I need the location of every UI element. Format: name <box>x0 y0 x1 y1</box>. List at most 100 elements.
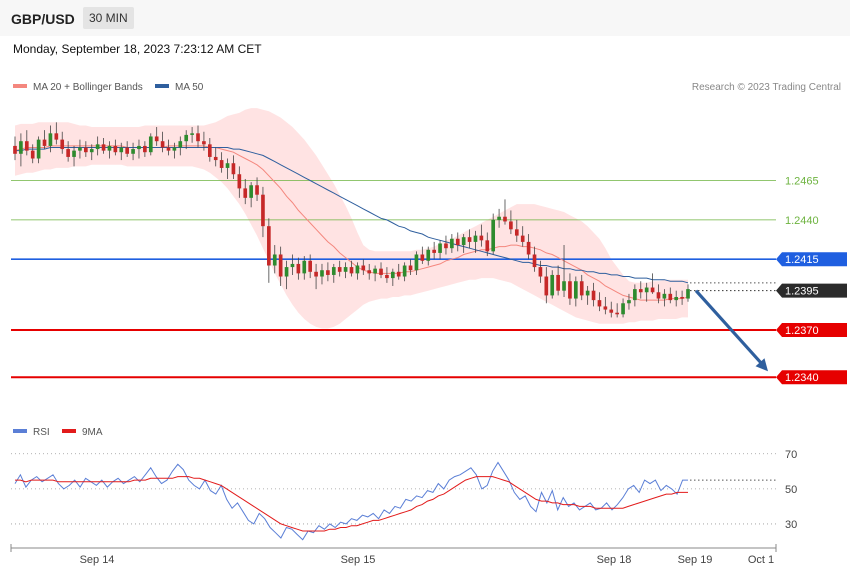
candle-body <box>532 254 537 268</box>
candle-body <box>302 260 307 274</box>
candle-body <box>686 289 690 299</box>
candle-body <box>414 254 419 271</box>
candle-body <box>125 147 129 154</box>
candle <box>290 254 295 275</box>
candle <box>154 127 159 146</box>
candle-body <box>450 238 454 249</box>
candle <box>172 142 177 159</box>
candle <box>302 256 307 280</box>
candle-body <box>143 145 147 153</box>
candle-body <box>373 268 377 274</box>
candle <box>379 262 383 279</box>
candle <box>402 262 407 282</box>
candle-body <box>444 243 448 249</box>
candle-body <box>137 145 141 150</box>
candle <box>615 303 619 318</box>
candle <box>674 290 679 307</box>
candle <box>556 265 560 296</box>
candle-body <box>249 185 253 198</box>
candle-body <box>160 141 165 148</box>
interval-button[interactable]: 30 MIN <box>83 7 134 29</box>
candle-body <box>95 144 100 150</box>
candle-body <box>296 263 301 274</box>
candle-body <box>84 147 88 153</box>
candle <box>125 141 129 157</box>
candle-body <box>509 221 513 230</box>
candle-body <box>267 226 271 266</box>
candle-body <box>113 145 118 153</box>
x-tick-label: Sep 19 <box>678 554 713 566</box>
candle <box>461 234 466 253</box>
candle <box>137 139 141 159</box>
candle-body <box>19 141 23 154</box>
datetime-label: Monday, September 18, 2023 7:23:12 AM CE… <box>13 42 262 56</box>
candle <box>638 281 643 299</box>
symbol-label: GBP/USD <box>11 11 75 27</box>
x-tick-label: Sep 14 <box>80 554 115 566</box>
candle-body <box>207 144 212 157</box>
candle-body <box>331 267 336 275</box>
candle <box>113 139 118 156</box>
candle <box>585 285 590 305</box>
candle-body <box>13 145 17 154</box>
candle <box>225 158 230 179</box>
candle <box>485 232 490 257</box>
candle <box>331 263 336 283</box>
candle-body <box>225 163 230 168</box>
candle <box>686 284 690 302</box>
candle <box>36 136 41 164</box>
candle-body <box>562 281 566 291</box>
candle <box>633 284 637 307</box>
candle <box>520 226 525 247</box>
candle <box>243 178 248 205</box>
rsi-tick-label: 50 <box>785 484 797 496</box>
candle <box>597 292 602 312</box>
candle <box>479 224 484 247</box>
candle-body <box>202 141 206 145</box>
candle <box>30 144 35 164</box>
candle <box>385 267 389 283</box>
candle-body <box>467 237 472 242</box>
candle-body <box>550 274 555 296</box>
candle <box>54 122 59 145</box>
candle <box>367 263 372 280</box>
candle <box>509 210 513 235</box>
level-tag-5 <box>776 370 847 385</box>
candle <box>473 230 478 253</box>
candle-body <box>680 296 684 299</box>
candle <box>296 257 301 280</box>
candle-body <box>213 156 218 161</box>
candle <box>255 177 259 201</box>
candle-body <box>178 141 183 148</box>
candle-body <box>355 265 360 274</box>
candle-body <box>432 249 436 253</box>
level-label-2: 1.2415 <box>785 254 819 266</box>
price-levels <box>11 180 776 379</box>
candle-body <box>621 303 625 315</box>
copyright-label: Research © 2023 Trading Central <box>692 82 841 93</box>
ma20-legend-swatch <box>13 84 27 88</box>
candle <box>568 273 572 305</box>
candle-body <box>544 276 549 296</box>
candle <box>420 246 425 264</box>
rsi-ma-legend-swatch <box>62 429 76 433</box>
level-label-1: 1.2440 <box>785 215 819 227</box>
candle-body <box>491 219 496 252</box>
candle-body <box>243 188 248 198</box>
candle <box>591 282 596 307</box>
candle <box>166 139 171 156</box>
rsi-panel: 30 50 70 <box>11 449 797 541</box>
candle-body <box>662 293 667 299</box>
candle <box>491 213 496 255</box>
candle-body <box>627 300 631 304</box>
candle <box>414 251 419 275</box>
candle-body <box>426 249 431 261</box>
candle-body <box>196 133 200 142</box>
current-price-tag <box>776 283 847 298</box>
candle <box>668 287 673 304</box>
candle <box>320 263 324 285</box>
candle <box>550 270 555 299</box>
candle-body <box>237 174 242 189</box>
candle-body <box>272 254 277 266</box>
